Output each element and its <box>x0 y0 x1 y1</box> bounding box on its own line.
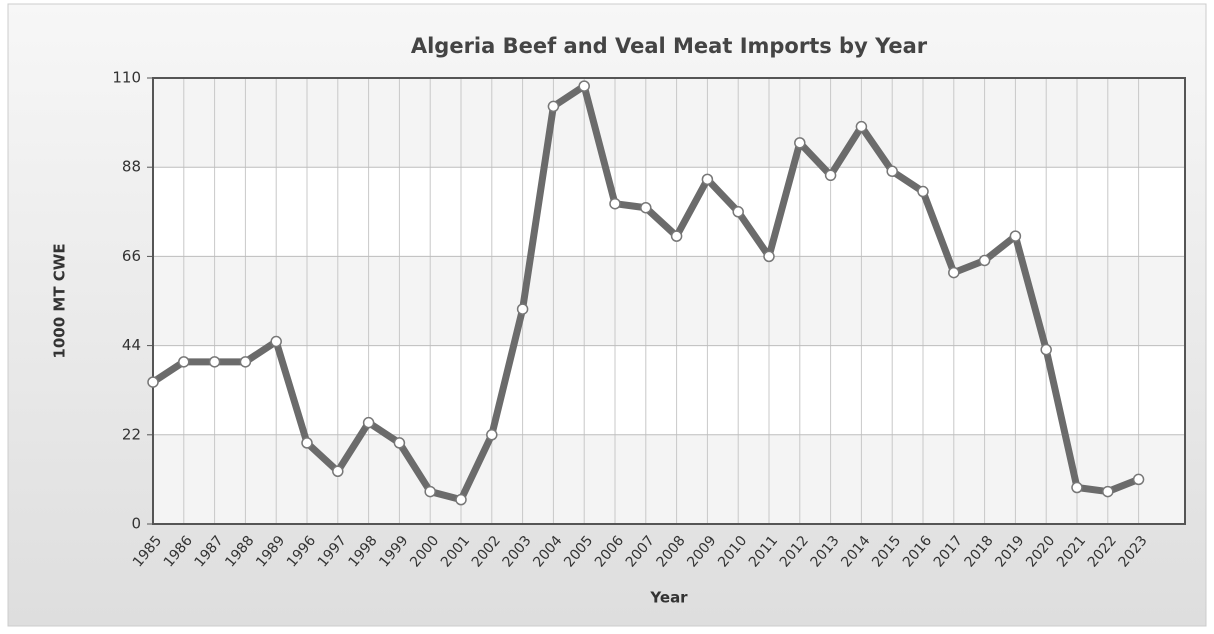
data-point <box>732 206 744 218</box>
y-axis-label: 1000 MT CWE <box>51 243 69 358</box>
data-point <box>763 250 775 263</box>
data-point <box>270 335 282 348</box>
data-point <box>1040 343 1052 356</box>
grid-band <box>153 78 1185 168</box>
data-point <box>1132 473 1145 486</box>
plot-border <box>152 77 1186 525</box>
data-point <box>208 356 221 368</box>
y-tick-label: 66 <box>122 247 141 265</box>
data-point <box>1071 481 1083 494</box>
y-tick-label: 88 <box>122 158 141 176</box>
data-point <box>332 465 344 478</box>
y-tick-label: 110 <box>112 69 141 87</box>
data-point <box>824 169 837 182</box>
data-point <box>547 100 560 113</box>
data-point <box>917 185 929 198</box>
data-point <box>455 493 467 506</box>
chart-title: Algeria Beef and Veal Meat Imports by Ye… <box>411 34 928 58</box>
data-point <box>239 356 252 368</box>
grid-band <box>153 256 1185 346</box>
y-tick-label: 44 <box>122 336 141 354</box>
data-point <box>701 173 714 186</box>
data-point <box>424 485 436 498</box>
data-point <box>609 197 621 210</box>
data-point <box>886 165 898 178</box>
data-point <box>794 137 806 149</box>
data-point <box>670 230 683 242</box>
data-point <box>362 416 375 429</box>
data-point <box>486 429 498 441</box>
data-point <box>147 376 159 388</box>
data-point <box>948 266 960 279</box>
data-point <box>578 80 590 92</box>
grid-band <box>153 434 1185 524</box>
data-point <box>301 437 313 449</box>
y-tick-label: 0 <box>131 515 141 533</box>
data-point <box>1009 230 1022 242</box>
data-point <box>393 437 406 449</box>
y-tick-label: 22 <box>122 425 141 443</box>
data-point <box>1102 485 1114 498</box>
data-point <box>178 356 190 368</box>
data-point <box>516 303 529 315</box>
data-point <box>855 120 868 133</box>
data-point <box>978 254 991 267</box>
data-point <box>640 201 652 214</box>
x-axis-label: Year <box>649 589 688 607</box>
